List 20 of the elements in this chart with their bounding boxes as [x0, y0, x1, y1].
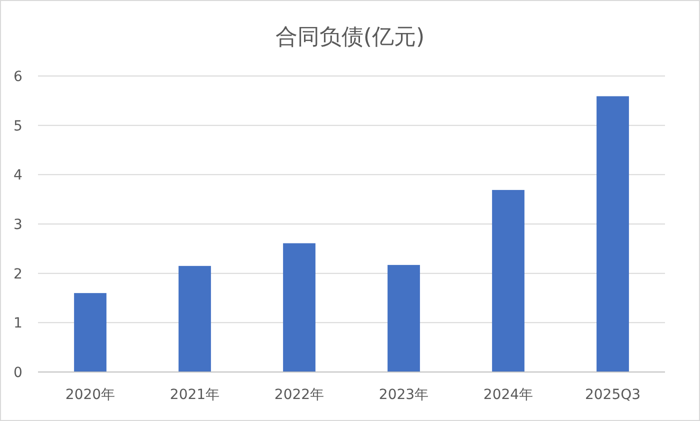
- y-tick-label: 6: [14, 69, 23, 85]
- bar: [74, 293, 106, 372]
- y-tick-label: 0: [14, 365, 22, 381]
- bar: [178, 266, 211, 372]
- chart-title: 合同负债(亿元): [275, 25, 425, 50]
- y-tick-label: 5: [14, 118, 22, 134]
- bar: [492, 190, 524, 372]
- bar: [596, 96, 629, 372]
- x-tick-label: 2024年: [483, 387, 534, 403]
- bar: [388, 264, 420, 372]
- x-tick-label: 2022年: [274, 387, 324, 403]
- y-tick-label: 4: [14, 168, 23, 184]
- bar: [283, 243, 316, 372]
- x-tick-label: 2023年: [378, 387, 429, 403]
- y-tick-label: 3: [14, 217, 22, 233]
- x-tick-label: 2025Q3: [584, 387, 641, 403]
- y-tick-label: 1: [14, 316, 22, 332]
- y-tick-label: 2: [14, 266, 22, 282]
- x-tick-label: 2021年: [170, 387, 220, 403]
- x-tick-label: 2020年: [65, 387, 116, 403]
